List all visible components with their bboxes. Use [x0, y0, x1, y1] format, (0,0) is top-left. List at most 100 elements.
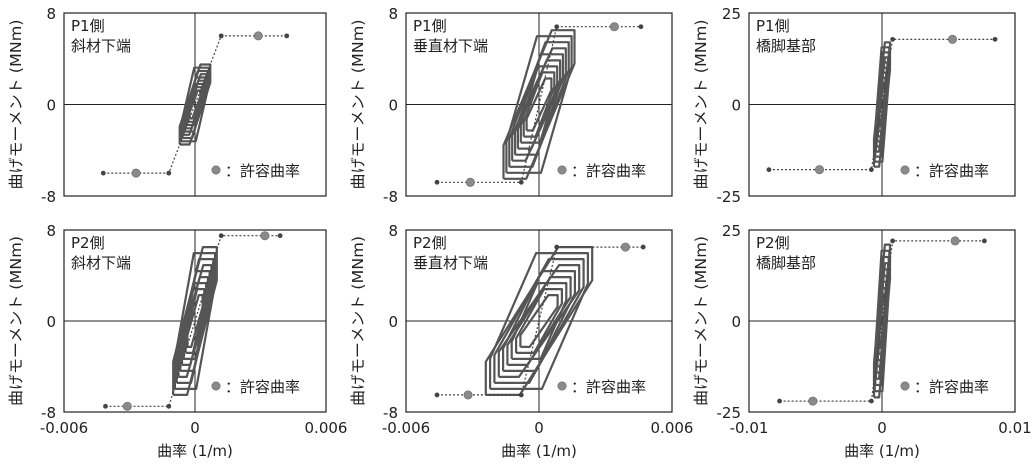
allowable-curvature-marker	[463, 390, 473, 400]
y-tick-label: 0	[46, 313, 56, 331]
panel-5: 8 0 -8-0.006 0 0.006 曲げモーメント (MNm) 曲率 (1/m) P2側…	[349, 222, 693, 460]
envelope-point	[638, 24, 644, 30]
envelope-point	[277, 233, 283, 239]
allowable-curvature-marker	[260, 231, 270, 241]
allowable-curvature-marker	[122, 401, 132, 411]
legend-label: ：許容曲率	[225, 378, 300, 396]
panel-title-line: 斜材下端	[71, 254, 131, 272]
legend-marker	[557, 381, 567, 391]
hysteresis-loop	[502, 29, 576, 180]
envelope-point	[434, 392, 440, 398]
x-axis-label: 曲率 (1/m)	[501, 442, 577, 460]
y-axis-label: 曲げモーメント (MNm)	[692, 20, 710, 190]
y-tick-label: 0	[731, 313, 741, 331]
allowable-curvature-marker	[947, 34, 957, 44]
x-tick-label: -0.006	[382, 419, 430, 437]
envelope-point	[518, 392, 524, 398]
legend-label: ：許容曲率	[914, 378, 989, 396]
panel-title-line: 垂直材下端	[413, 254, 488, 272]
envelope-point	[890, 238, 896, 244]
panel-title-line: P2側	[756, 234, 790, 252]
envelope-point	[554, 244, 560, 250]
hysteresis-loop	[172, 246, 218, 396]
panel-4: 8 0 -8-0.006 0 0.006 曲げモーメント (MNm) 曲率 (1/m) P2側…	[7, 222, 347, 460]
envelope-point	[868, 398, 874, 404]
envelope-point	[868, 167, 874, 173]
y-tick-label: 0	[388, 313, 398, 331]
y-tick-label: 8	[46, 5, 56, 23]
panel-title-line: 橋脚基部	[756, 254, 816, 272]
envelope-point	[218, 233, 224, 239]
envelope-point	[554, 24, 560, 30]
envelope-point	[890, 36, 896, 42]
allowable-curvature-marker	[131, 168, 141, 178]
y-tick-label: 8	[46, 222, 56, 240]
envelope-curve	[437, 26, 641, 183]
y-tick-label: 0	[46, 97, 56, 115]
panel-title-line: P2側	[413, 234, 447, 252]
envelope-point	[103, 403, 108, 409]
allowable-curvature-marker	[609, 22, 619, 32]
y-axis-label: 曲げモーメント (MNm)	[7, 236, 25, 406]
hysteresis-loop	[505, 35, 573, 174]
allowable-curvature-marker	[808, 396, 818, 406]
allowable-curvature-marker	[253, 31, 263, 41]
hysteresis-loop	[489, 252, 590, 390]
envelope-point	[166, 403, 172, 409]
legend-label: ：許容曲率	[571, 162, 646, 180]
envelope-point	[284, 33, 290, 39]
x-axis-label: 曲率 (1/m)	[844, 442, 920, 460]
y-tick-label: 0	[388, 97, 398, 115]
x-tick-label: 0.006	[651, 419, 694, 437]
legend-label: ：許容曲率	[571, 378, 646, 396]
y-axis-label: 曲げモーメント (MNm)	[7, 20, 25, 190]
allowable-curvature-marker	[465, 177, 475, 187]
y-tick-label: -25	[717, 404, 742, 422]
envelope-point	[218, 33, 224, 39]
envelope-point	[640, 244, 646, 250]
envelope-curve	[437, 246, 644, 396]
x-tick-label: 0	[190, 419, 200, 437]
y-tick-label: 25	[722, 5, 741, 23]
y-tick-label: -8	[41, 188, 56, 206]
x-tick-label: 0.006	[305, 419, 348, 437]
y-tick-label: -8	[383, 188, 398, 206]
envelope-point	[992, 36, 998, 42]
y-tick-label: -8	[383, 404, 398, 422]
x-tick-label: 0	[877, 419, 887, 437]
envelope-point	[166, 170, 172, 176]
panel-title-line: P1側	[413, 17, 447, 35]
panel-title-line: 斜材下端	[71, 37, 131, 55]
legend-marker	[900, 381, 910, 391]
envelope-point	[434, 179, 440, 185]
envelope-curve	[769, 38, 996, 171]
legend-label: ：許容曲率	[914, 162, 989, 180]
envelope-curve	[105, 235, 281, 407]
panel-title-line: 垂直材下端	[413, 37, 488, 55]
x-tick-label: -0.006	[40, 419, 88, 437]
allowable-curvature-marker	[950, 236, 960, 246]
hysteresis-loop	[511, 47, 567, 162]
hysteresis-loop	[508, 41, 570, 168]
envelope-point	[766, 167, 772, 173]
legend-marker	[900, 165, 910, 175]
x-tick-label: 0.01	[998, 419, 1031, 437]
hysteresis-loop	[872, 243, 892, 399]
hysteresis-loop	[872, 41, 892, 168]
envelope-curve	[779, 240, 985, 402]
y-tick-label: 0	[731, 97, 741, 115]
legend-marker	[211, 381, 221, 391]
x-tick-label: -0.01	[730, 419, 769, 437]
legend-marker	[557, 165, 567, 175]
envelope-point	[982, 238, 987, 244]
x-tick-label: 0	[534, 419, 544, 437]
panel-title-line: 橋脚基部	[756, 37, 816, 55]
y-tick-label: 25	[722, 222, 741, 240]
y-tick-label: -25	[717, 188, 742, 206]
y-tick-label: 8	[388, 5, 398, 23]
envelope-point	[100, 170, 106, 176]
